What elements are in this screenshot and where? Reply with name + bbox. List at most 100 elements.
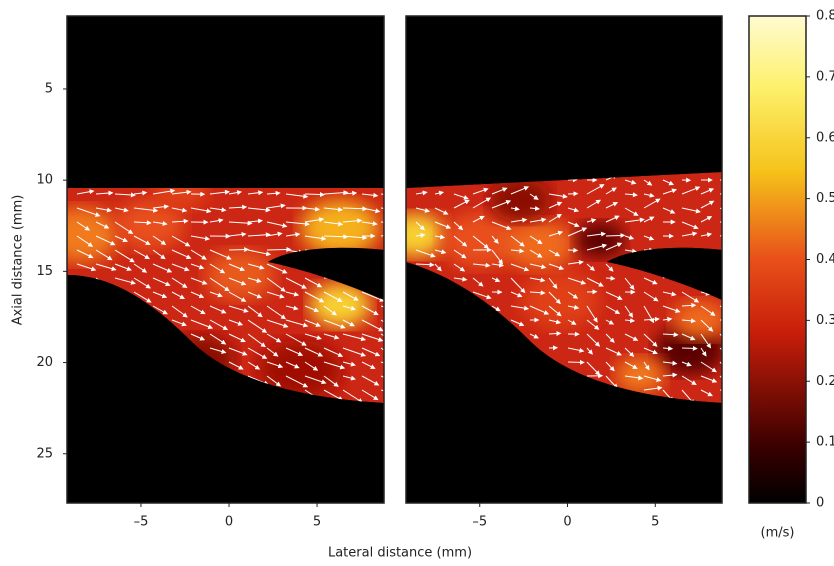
velocity-arrow	[171, 291, 186, 299]
x-tick-label: –5	[472, 515, 487, 530]
velocity-arrow	[624, 248, 638, 254]
colorbar-tick-label: 0.2	[816, 374, 834, 389]
velocity-arrow	[605, 202, 619, 209]
velocity-arrow	[152, 291, 168, 299]
velocity-arrow	[605, 305, 621, 314]
velocity-blob	[574, 222, 626, 258]
velocity-arrow	[415, 207, 430, 213]
velocity-arrow	[247, 347, 268, 359]
velocity-arrow	[247, 218, 264, 224]
velocity-arrow	[114, 192, 136, 198]
velocity-arrow	[266, 231, 283, 237]
velocity-arrow	[114, 207, 129, 213]
velocity-arrow	[434, 207, 449, 215]
velocity-arrow	[247, 319, 268, 333]
velocity-arrow	[586, 199, 602, 209]
velocity-arrow	[76, 249, 94, 259]
velocity-arrow	[95, 207, 112, 213]
velocity-arrow	[247, 305, 263, 318]
velocity-arrow	[681, 375, 697, 386]
velocity-arrow	[491, 187, 508, 195]
velocity-arrow	[624, 235, 635, 240]
velocity-arrow	[548, 319, 562, 325]
velocity-arrow	[681, 231, 698, 237]
velocity-arrow	[171, 235, 191, 247]
velocity-arrow	[133, 291, 152, 303]
velocity-arrow	[605, 347, 622, 356]
velocity-arrow	[190, 305, 206, 315]
velocity-arrow	[510, 305, 530, 311]
velocity-arrow	[643, 198, 661, 209]
velocity-arrow	[323, 291, 343, 302]
velocity-arrow	[491, 200, 512, 209]
velocity-arrow	[304, 361, 319, 371]
velocity-arrow	[247, 361, 261, 370]
velocity-arrow	[681, 345, 698, 351]
velocity-arrow	[95, 235, 116, 246]
velocity-arrow	[114, 277, 136, 285]
velocity-arrow	[567, 277, 587, 285]
velocity-arrow	[190, 235, 211, 241]
velocity-arrow	[285, 361, 300, 369]
velocity-arrow	[529, 206, 541, 212]
panel-frame	[66, 15, 385, 504]
velocity-arrow	[567, 304, 580, 310]
velocity-arrow	[133, 190, 148, 196]
colorbar-tick-label: 0.5	[816, 191, 834, 206]
velocity-arrow	[472, 215, 485, 223]
velocity-blob	[67, 207, 120, 263]
colorbar-tick-label: 0.4	[816, 252, 834, 267]
velocity-arrow	[529, 263, 547, 270]
velocity-arrow	[266, 319, 289, 328]
velocity-arrow	[624, 333, 639, 341]
velocity-arrow	[266, 375, 282, 387]
velocity-arrow	[152, 235, 167, 245]
velocity-arrow	[133, 277, 152, 289]
velocity-arrow	[605, 275, 616, 281]
panel	[67, 16, 384, 503]
velocity-arrow	[95, 249, 113, 261]
velocity-arrow	[662, 188, 677, 195]
velocity-arrow	[209, 347, 227, 354]
velocity-arrow	[643, 277, 658, 285]
velocity-arrow	[342, 305, 357, 311]
velocity-arrow	[133, 263, 148, 273]
velocity-arrow	[209, 319, 229, 331]
velocity-arrow	[434, 249, 447, 255]
velocity-arrow	[247, 277, 262, 283]
velocity-arrow	[266, 190, 281, 196]
velocity-arrow	[510, 186, 530, 195]
velocity-arrow	[228, 204, 248, 210]
velocity-arrow	[624, 277, 635, 291]
velocity-arrow	[152, 204, 170, 210]
velocity-arrow	[662, 372, 678, 378]
velocity-arrow	[643, 192, 655, 198]
velocity-arrow	[586, 361, 601, 376]
velocity-arrow	[285, 319, 309, 328]
velocity-arrow	[510, 291, 523, 298]
velocity-arrow	[662, 207, 676, 214]
velocity-arrow	[209, 333, 227, 345]
velocity-arrow	[342, 333, 367, 342]
velocity-arrow	[453, 193, 469, 200]
x-tick-label: 0	[225, 515, 233, 530]
velocity-arrow	[342, 235, 368, 241]
velocity-blob	[505, 220, 575, 270]
velocity-arrow	[228, 333, 246, 343]
velocity-arrow	[228, 263, 246, 272]
y-tick-label: 5	[45, 81, 53, 96]
velocity-arrow	[415, 190, 428, 196]
velocity-arrow	[266, 221, 288, 228]
velocity-arrow	[304, 291, 325, 303]
velocity-arrow	[380, 375, 384, 382]
velocity-arrow	[719, 231, 722, 237]
velocity-arrow	[152, 305, 168, 315]
colorbar	[748, 15, 807, 504]
velocity-arrow	[361, 291, 384, 302]
velocity-arrow	[342, 375, 356, 381]
velocity-arrow	[304, 347, 324, 357]
velocity-arrow	[491, 249, 503, 265]
velocity-arrow	[700, 361, 717, 373]
velocity-arrow	[605, 375, 618, 389]
velocity-arrow	[95, 263, 117, 272]
